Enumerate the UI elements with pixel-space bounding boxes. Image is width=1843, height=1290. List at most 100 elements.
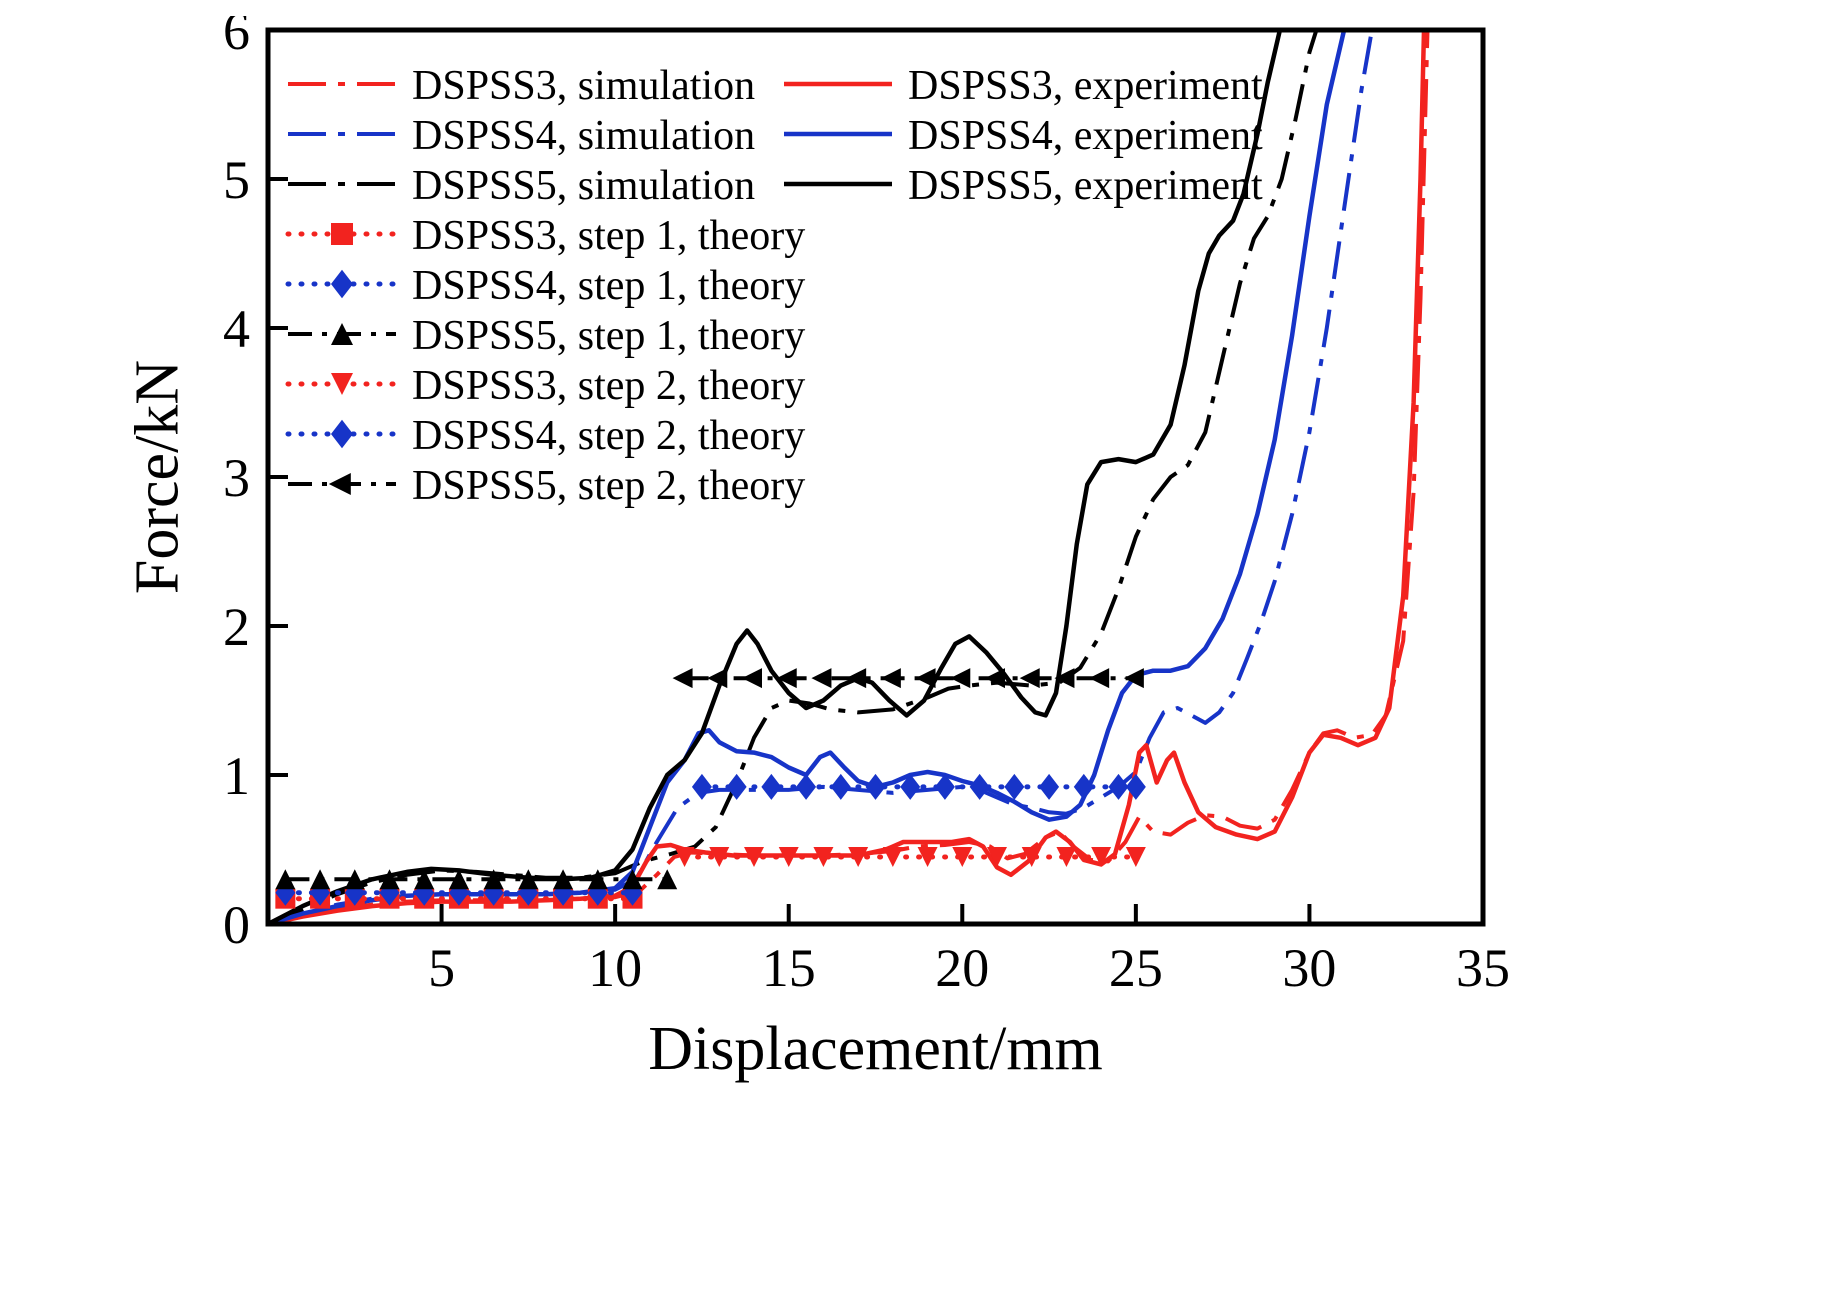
triangle-left-marker	[846, 668, 867, 689]
diamond-marker	[726, 773, 747, 800]
triangle-up-marker	[310, 869, 331, 890]
series-dspss5-step1-theory	[275, 869, 678, 890]
diamond-marker	[969, 773, 990, 800]
triangle-left-marker	[742, 668, 762, 689]
triangle-down-marker	[1021, 846, 1042, 867]
triangle-left-marker	[985, 668, 1005, 689]
diamond-marker	[331, 419, 353, 449]
triangle-left-marker	[1089, 668, 1110, 689]
diamond-marker	[1004, 773, 1025, 800]
legend-label: DSPSS4, simulation	[412, 113, 755, 159]
force-displacement-chart: 5 10 15 20 25 30 35 0 1 2 3 4 5 6 DSPSS3, simulation DS…	[40, 16, 1843, 1274]
series-line-dspss3-experiment	[268, 30, 1427, 924]
legend-label: DSPSS4, step 2, theory	[412, 413, 805, 459]
triangle-up-marker	[379, 869, 400, 890]
triangle-left-marker	[880, 668, 901, 689]
diamond-marker	[796, 773, 817, 800]
diamond-marker	[1108, 773, 1129, 800]
triangle-up-marker	[448, 869, 469, 890]
series-dspss5-experiment	[268, 30, 1283, 924]
x-tick-label: 10	[588, 938, 642, 998]
series-group	[268, 30, 1430, 924]
legend-label: DSPSS3, experiment	[908, 63, 1263, 109]
triangle-down-marker	[778, 846, 799, 867]
x-axis-title: Displacement/mm	[648, 1015, 1103, 1083]
legend-item-dspss4-simulation: DSPSS4, simulation	[288, 113, 755, 159]
triangle-left-marker	[1054, 668, 1075, 689]
triangle-up-marker	[331, 323, 353, 345]
legend-item-dspss3-simulation: DSPSS3, simulation	[288, 63, 755, 109]
triangle-down-marker	[331, 373, 353, 395]
diamond-marker	[900, 773, 921, 800]
triangle-down-marker	[674, 846, 695, 867]
diamond-marker	[1039, 773, 1060, 800]
legend-label: DSPSS5, simulation	[412, 163, 755, 209]
y-tick-label: 0	[223, 895, 250, 955]
diamond-marker	[830, 773, 851, 800]
x-tick-label: 5	[428, 938, 455, 998]
triangle-left-marker	[1019, 668, 1040, 689]
legend-item-dspss4-step2-theory: DSPSS4, step 2, theory	[285, 413, 805, 459]
triangle-down-marker	[1125, 846, 1146, 867]
diamond-marker	[761, 773, 782, 800]
triangle-down-marker	[952, 846, 973, 867]
series-dspss5-step2-theory	[672, 668, 1144, 689]
diamond-marker	[1073, 773, 1094, 800]
legend-item-dspss5-experiment: DSPSS5, experiment	[784, 163, 1263, 209]
legend-label: DSPSS3, step 1, theory	[412, 213, 805, 259]
y-tick-label: 2	[223, 597, 250, 657]
y-tick-label: 3	[223, 448, 250, 508]
triangle-up-marker	[483, 869, 504, 890]
triangle-left-marker	[915, 668, 936, 689]
triangle-left-marker	[672, 668, 693, 689]
triangle-left-marker	[811, 668, 832, 689]
triangle-up-marker	[587, 869, 608, 890]
legend-item-dspss3-experiment: DSPSS3, experiment	[784, 63, 1263, 109]
legend-item-dspss4-experiment: DSPSS4, experiment	[784, 113, 1263, 159]
y-axis-title: Force/kN	[123, 359, 192, 595]
legend-label: DSPSS4, experiment	[908, 113, 1263, 159]
triangle-down-marker	[709, 846, 730, 867]
diamond-marker	[865, 773, 886, 800]
series-dspss4-step2-theory	[691, 773, 1146, 800]
square-marker	[331, 223, 353, 245]
triangle-left-marker	[950, 668, 971, 689]
x-tick-label: 15	[762, 938, 816, 998]
triangle-down-marker	[1056, 846, 1077, 867]
triangle-up-marker	[414, 869, 435, 890]
legend-label: DSPSS5, step 2, theory	[412, 463, 805, 509]
triangle-left-marker	[1123, 668, 1144, 689]
y-tick-label: 5	[223, 150, 250, 210]
series-line-dspss5-experiment	[268, 30, 1283, 924]
axes-ticks: 5 10 15 20 25 30 35 0 1 2 3 4 5 6	[223, 16, 1510, 998]
triangle-up-marker	[275, 869, 296, 890]
legend-label: DSPSS5, experiment	[908, 163, 1263, 209]
x-tick-label: 20	[935, 938, 989, 998]
triangle-left-marker	[707, 668, 728, 689]
legend-label: DSPSS3, simulation	[412, 63, 755, 109]
series-dspss3-experiment	[268, 30, 1427, 924]
triangle-left-marker	[328, 473, 351, 495]
triangle-down-marker	[813, 846, 834, 867]
x-tick-label: 25	[1109, 938, 1163, 998]
triangle-up-marker	[518, 869, 539, 890]
diamond-marker	[1125, 773, 1146, 800]
legend-item-dspss5-simulation: DSPSS5, simulation	[288, 163, 755, 209]
legend-item-dspss3-step2-theory: DSPSS3, step 2, theory	[285, 363, 805, 409]
legend-item-dspss5-step1-theory: DSPSS5, step 1, theory	[288, 313, 805, 359]
x-tick-label: 35	[1456, 938, 1510, 998]
diamond-marker	[331, 269, 353, 299]
y-tick-label: 1	[223, 746, 250, 806]
triangle-up-marker	[553, 869, 574, 890]
triangle-up-marker	[657, 869, 678, 890]
y-tick-label: 4	[223, 299, 250, 359]
triangle-up-marker	[622, 869, 643, 890]
legend-label: DSPSS4, step 1, theory	[412, 263, 805, 309]
triangle-down-marker	[987, 846, 1007, 867]
triangle-down-marker	[1091, 846, 1112, 867]
legend-item-dspss3-step1-theory: DSPSS3, step 1, theory	[285, 213, 805, 259]
triangle-down-marker	[882, 846, 903, 867]
triangle-down-marker	[848, 846, 869, 867]
